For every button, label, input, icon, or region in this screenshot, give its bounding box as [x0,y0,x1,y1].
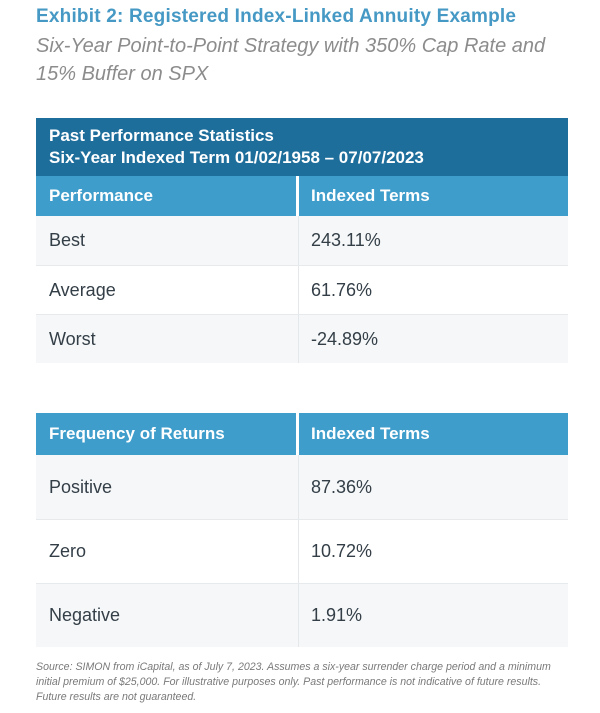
table-row-negative: Negative 1.91% [36,583,568,647]
row-label: Best [36,216,299,265]
row-label: Worst [36,315,299,363]
column-header-frequency-of-returns: Frequency of Returns [36,413,299,455]
frequency-of-returns-table: Frequency of Returns Indexed Terms Posit… [36,413,568,647]
row-value: 1.91% [311,605,363,625]
exhibit-title: Exhibit 2: Registered Index-Linked Annui… [36,6,517,27]
row-value: 61.76% [311,279,373,300]
table-row-worst: Worst -24.89% [36,314,568,363]
row-label: Average [36,266,299,314]
column-header-indexed-terms: Indexed Terms [311,186,430,205]
past-performance-table: Past Performance Statistics Six-Year Ind… [36,118,568,363]
frequency-column-header-row: Frequency of Returns Indexed Terms [36,413,568,455]
row-label: Negative [36,584,299,647]
exhibit-subtitle: Six-Year Point-to-Point Strategy with 35… [36,32,545,88]
table-row-best: Best 243.11% [36,216,568,265]
row-value: -24.89% [311,328,379,349]
past-performance-table-title: Past Performance Statistics Six-Year Ind… [36,118,568,176]
table-title-line1: Past Performance Statistics [49,126,274,145]
row-value: 10.72% [311,541,373,561]
table-title-line2: Six-Year Indexed Term 01/02/1958 – 07/07… [49,148,424,167]
row-value: 87.36% [311,476,373,497]
past-performance-column-header-row: Performance Indexed Terms [36,176,568,216]
table-row-average: Average 61.76% [36,265,568,314]
row-value: 243.11% [311,230,381,250]
exhibit-subtitle-line2: 15% Buffer on SPX [36,63,209,85]
column-header-indexed-terms: Indexed Terms [311,424,430,443]
table-row-zero: Zero 10.72% [36,519,568,583]
exhibit-subtitle-line1: Six-Year Point-to-Point Strategy with 35… [36,35,546,57]
row-label: Positive [36,455,299,519]
source-footnote: Source: SIMON from iCapital, as of July … [36,661,551,703]
column-header-performance: Performance [36,176,299,216]
row-label: Zero [36,520,299,583]
table-row-positive: Positive 87.36% [36,455,568,519]
